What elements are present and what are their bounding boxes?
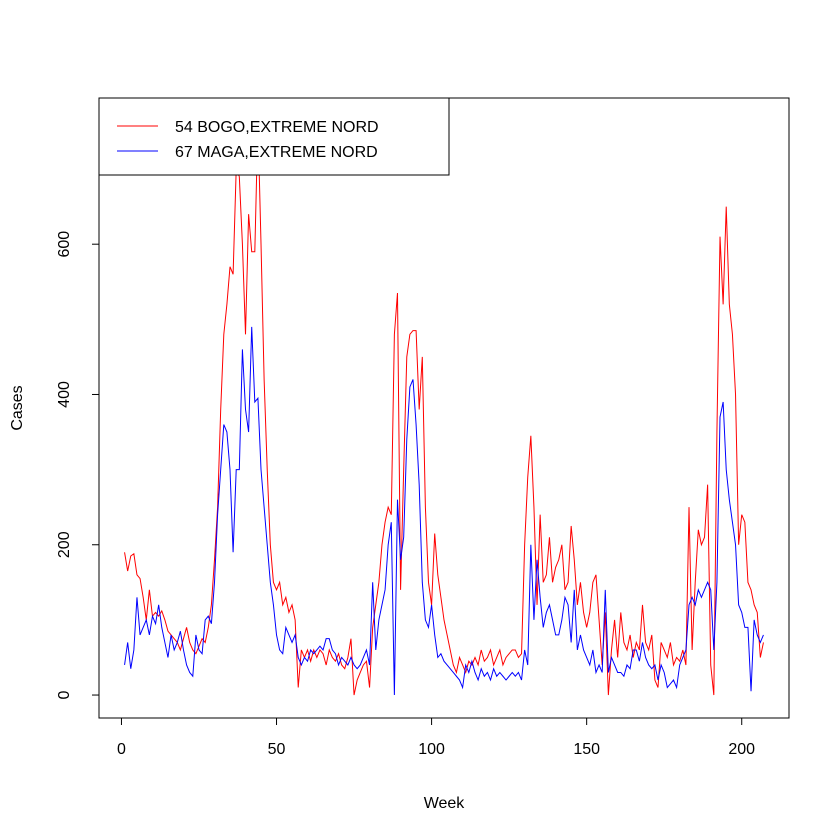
- legend: 54 BOGO,EXTREME NORD 67 MAGA,EXTREME NORD: [98, 97, 450, 176]
- y-axis-title: Cases: [9, 385, 26, 430]
- series-line: [124, 326, 764, 696]
- x-tick-label: 0: [117, 741, 126, 758]
- legend-label: 67 MAGA,EXTREME NORD: [175, 144, 378, 161]
- series-line: [124, 120, 764, 696]
- y-tick-label: 400: [56, 381, 73, 408]
- x-tick-label: 100: [418, 741, 445, 758]
- plot-area: [124, 120, 764, 696]
- x-tick-label: 200: [728, 741, 755, 758]
- y-tick-label: 200: [56, 531, 73, 558]
- y-tick-label: 600: [56, 231, 73, 258]
- x-tick-label: 50: [268, 741, 286, 758]
- legend-box: [98, 97, 450, 176]
- legend-label: 54 BOGO,EXTREME NORD: [175, 119, 379, 136]
- x-axis-title: Week: [424, 795, 466, 812]
- y-tick-label: 0: [56, 690, 73, 699]
- x-tick-label: 150: [573, 741, 600, 758]
